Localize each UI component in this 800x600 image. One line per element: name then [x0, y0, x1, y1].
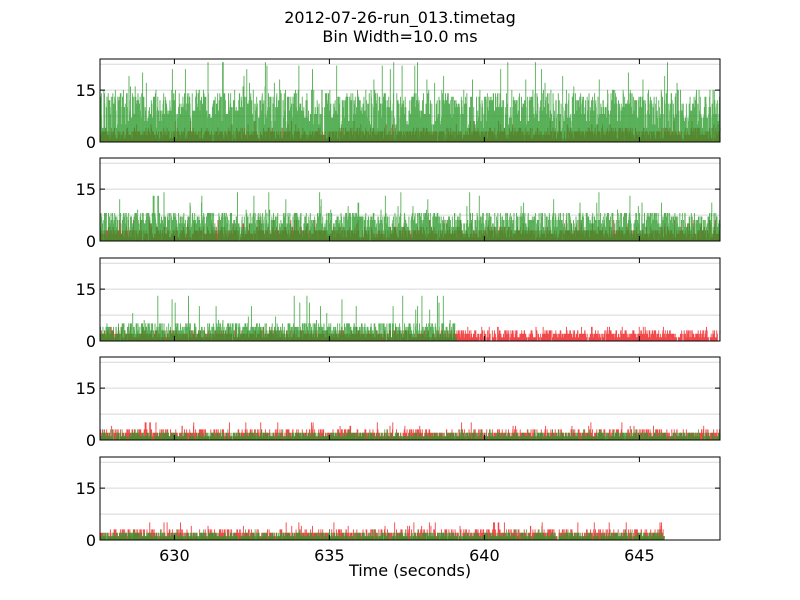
x-tick-label: 635	[314, 546, 345, 565]
y-tick-label: 0	[86, 431, 96, 450]
panel-frame	[99, 58, 721, 143]
y-tick-label: 0	[86, 133, 96, 152]
y-tick-label: 0	[86, 232, 96, 251]
panel-4: 0 15	[76, 356, 721, 450]
y-tick-label: 0	[86, 531, 96, 550]
panel-frame	[99, 257, 721, 342]
histogram-bars-green	[99, 295, 457, 342]
y-tick-label: 0	[86, 332, 96, 351]
y-tick-label: 15	[76, 280, 96, 299]
x-tick-label: 630	[159, 546, 190, 565]
y-tick-label: 15	[76, 379, 96, 398]
histogram-bars-green	[99, 192, 721, 242]
panel-frame	[99, 356, 721, 441]
x-tick-label: 645	[624, 546, 655, 565]
panel-1: 0 15	[76, 58, 721, 152]
x-axis-label: Time (seconds)	[348, 561, 472, 580]
panel-5: 0 15 630 635 640 645	[76, 456, 721, 565]
series-green	[99, 192, 721, 242]
chart-title: 2012-07-26-run_013.timetag	[284, 8, 516, 27]
series-green	[99, 295, 457, 342]
panel-3: 0 15	[76, 257, 721, 351]
y-tick-label: 15	[76, 479, 96, 498]
series-green	[99, 62, 721, 143]
y-tick-label: 15	[76, 180, 96, 199]
chart-subtitle: Bin Width=10.0 ms	[322, 27, 478, 46]
panel-frame	[99, 456, 721, 541]
x-tick-label: 640	[469, 546, 500, 565]
panel-2: 0 15	[76, 157, 721, 251]
y-tick-label: 15	[76, 81, 96, 100]
panel-frame	[99, 157, 721, 242]
histogram-bars-green	[99, 62, 721, 143]
